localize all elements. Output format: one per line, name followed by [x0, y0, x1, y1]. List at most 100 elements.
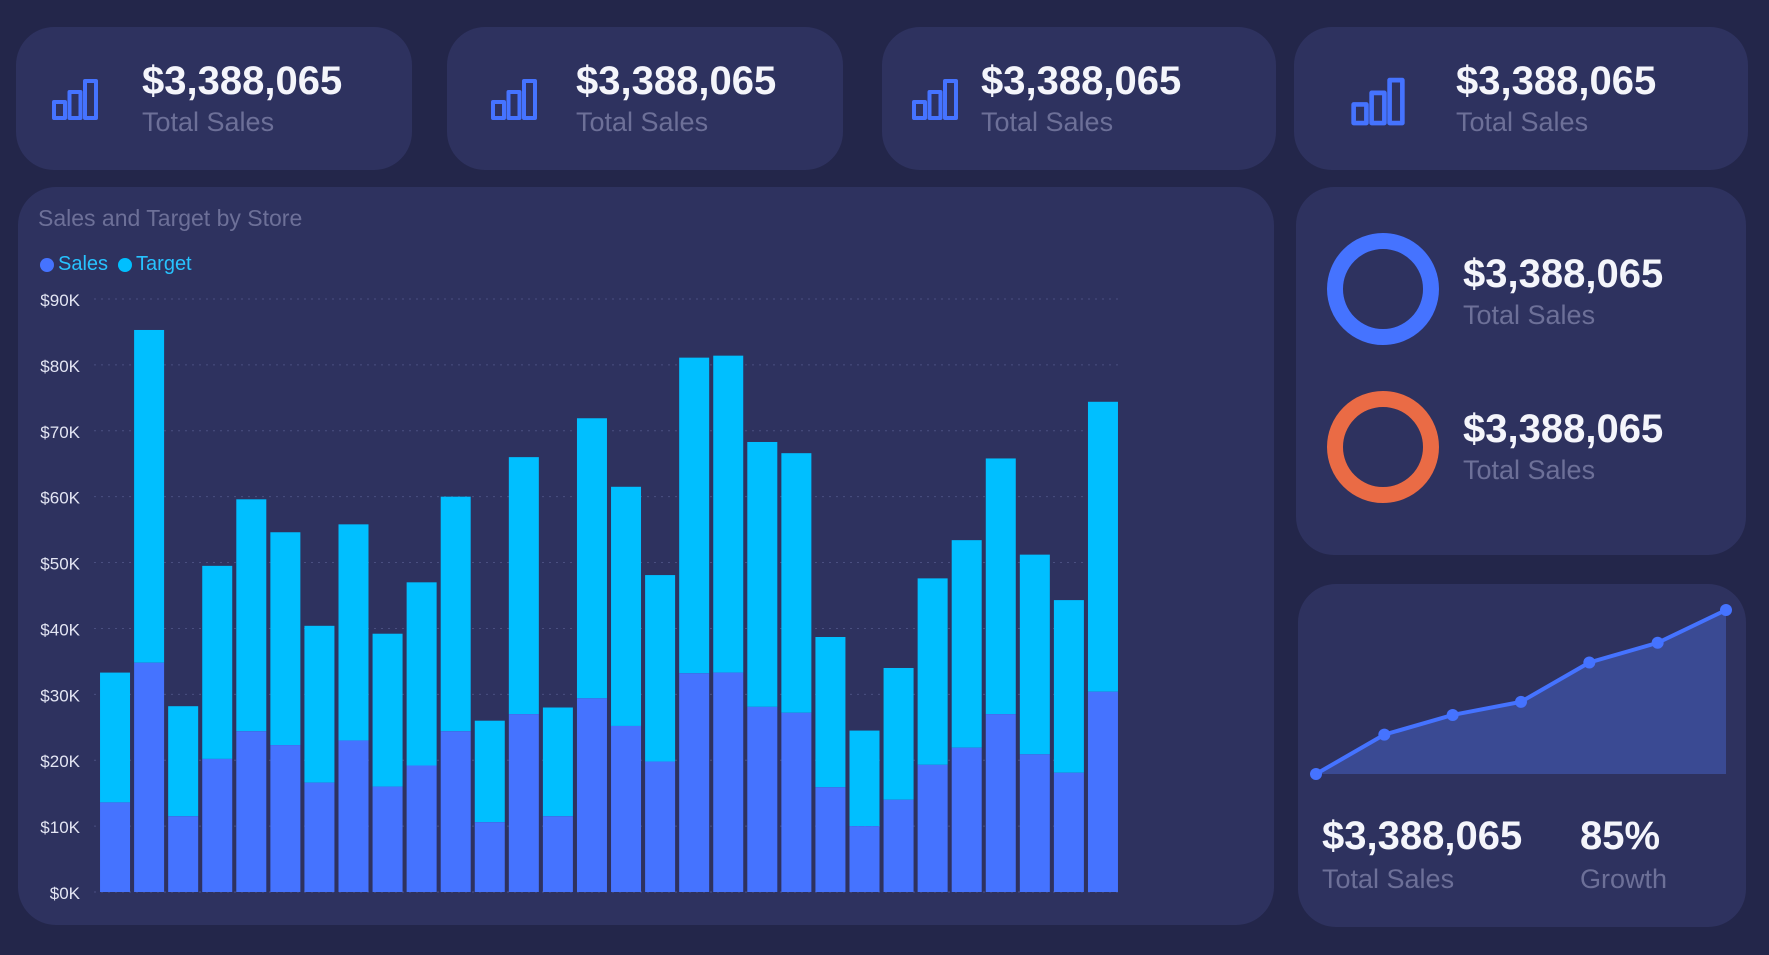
bar-target[interactable]	[134, 329, 165, 663]
bar-sales[interactable]	[849, 826, 880, 892]
bar-sales[interactable]	[236, 731, 267, 892]
bar-target[interactable]	[1019, 554, 1050, 755]
bar-sales[interactable]	[747, 706, 778, 892]
kpi-card: $3,388,065 Total Sales	[447, 27, 843, 170]
y-tick-label: $70K	[40, 423, 80, 442]
bar-sales[interactable]	[100, 802, 131, 892]
bar-target[interactable]	[270, 532, 301, 746]
kpi-card: $3,388,065 Total Sales	[882, 27, 1276, 170]
y-tick-label: $90K	[40, 291, 80, 310]
bar-sales[interactable]	[1019, 754, 1050, 892]
bar-target[interactable]	[406, 582, 437, 766]
bar-sales[interactable]	[611, 725, 642, 892]
bar-sales[interactable]	[576, 698, 607, 892]
bar-sales[interactable]	[474, 822, 505, 892]
area-fill	[1316, 610, 1726, 774]
bar-target[interactable]	[985, 458, 1016, 715]
bar-target[interactable]	[1087, 401, 1118, 692]
y-tick-label: $40K	[40, 620, 80, 639]
bar-target[interactable]	[883, 667, 914, 800]
bar-sales[interactable]	[168, 816, 199, 892]
donut-label: Total Sales	[1463, 300, 1596, 330]
bar-sales[interactable]	[1087, 691, 1118, 892]
bar-target[interactable]	[611, 486, 642, 726]
bar-sales[interactable]	[202, 758, 233, 892]
area-point[interactable]	[1720, 604, 1732, 616]
bar-target[interactable]	[168, 706, 199, 817]
kpi-card: $3,388,065 Total Sales	[1294, 27, 1748, 170]
bar-target[interactable]	[576, 418, 607, 699]
bar-target[interactable]	[917, 578, 948, 765]
bar-chart: $0K $10K $20K $30K $40K $50K $60K $70K $80K $90K	[40, 291, 1120, 903]
bar-sales[interactable]	[883, 799, 914, 892]
kpi-value: $3,388,065	[576, 59, 777, 103]
bar-target[interactable]	[100, 672, 131, 803]
kpi-value: $3,388,065	[981, 59, 1182, 103]
y-tick-label: $60K	[40, 489, 80, 508]
bar-target[interactable]	[781, 453, 812, 713]
area-chart	[1310, 604, 1732, 780]
legend-item-target[interactable]: Target	[118, 253, 192, 276]
bar-sales[interactable]	[645, 761, 676, 892]
bar-target[interactable]	[508, 457, 539, 715]
legend-item-sales[interactable]: Sales	[40, 253, 108, 276]
chart-title: Sales and Target by Store	[38, 205, 303, 231]
bar-sales[interactable]	[1053, 772, 1084, 892]
kpi-label: Total Sales	[1456, 107, 1589, 137]
bar-sales[interactable]	[372, 786, 403, 892]
bar-target[interactable]	[440, 496, 471, 732]
area-point[interactable]	[1515, 695, 1527, 708]
y-tick-label: $30K	[40, 686, 80, 705]
bar-sales[interactable]	[815, 787, 846, 892]
bar-target[interactable]	[474, 720, 505, 823]
bar-sales[interactable]	[917, 764, 948, 892]
bar-sales[interactable]	[679, 673, 710, 892]
bar-target[interactable]	[951, 540, 982, 748]
bar-target[interactable]	[815, 637, 846, 788]
area-point[interactable]	[1583, 656, 1596, 669]
donut-label: Total Sales	[1463, 455, 1596, 485]
bar-target[interactable]	[338, 524, 369, 741]
kpi-card: $3,388,065 Total Sales	[16, 27, 412, 170]
y-tick-label: $50K	[40, 555, 80, 574]
donut-value: $3,388,065	[1463, 252, 1664, 296]
y-tick-label: $10K	[40, 818, 80, 837]
bar-target[interactable]	[1053, 600, 1084, 773]
bar-target[interactable]	[849, 730, 880, 827]
kpi-value: $3,388,065	[1456, 59, 1657, 103]
bar-sales[interactable]	[304, 782, 335, 892]
bar-chart-icon	[491, 79, 537, 120]
bar-target[interactable]	[713, 355, 744, 673]
y-tick-label: $20K	[40, 752, 80, 771]
growth-label: Growth	[1580, 864, 1668, 894]
bar-sales[interactable]	[542, 816, 573, 892]
legend-label: Sales	[58, 253, 109, 275]
bar-target[interactable]	[679, 357, 710, 674]
bar-sales[interactable]	[134, 662, 165, 892]
bar-sales[interactable]	[951, 747, 982, 892]
bar-sales[interactable]	[440, 731, 471, 892]
donut-chart-blue	[1327, 233, 1439, 345]
area-point[interactable]	[1651, 636, 1664, 649]
legend-dot-target	[118, 257, 133, 272]
bar-target[interactable]	[747, 441, 778, 707]
bar-target[interactable]	[304, 625, 335, 783]
kpi-label: Total Sales	[576, 107, 709, 137]
bar-sales[interactable]	[713, 672, 744, 892]
bar-sales[interactable]	[338, 740, 369, 892]
bar-target[interactable]	[542, 707, 573, 817]
bar-chart-icon	[1351, 77, 1405, 126]
bar-sales[interactable]	[781, 712, 812, 892]
area-point[interactable]	[1378, 728, 1391, 741]
bar-target[interactable]	[236, 499, 267, 732]
bar-target[interactable]	[372, 633, 403, 787]
bar-target[interactable]	[645, 575, 676, 762]
bar-sales[interactable]	[985, 714, 1016, 892]
area-point[interactable]	[1446, 708, 1459, 721]
bar-sales[interactable]	[270, 745, 301, 892]
bar-sales[interactable]	[406, 765, 437, 892]
area-point[interactable]	[1310, 768, 1322, 780]
bar-sales[interactable]	[508, 714, 539, 892]
bar-target[interactable]	[202, 565, 233, 759]
legend-label: Target	[136, 253, 192, 275]
